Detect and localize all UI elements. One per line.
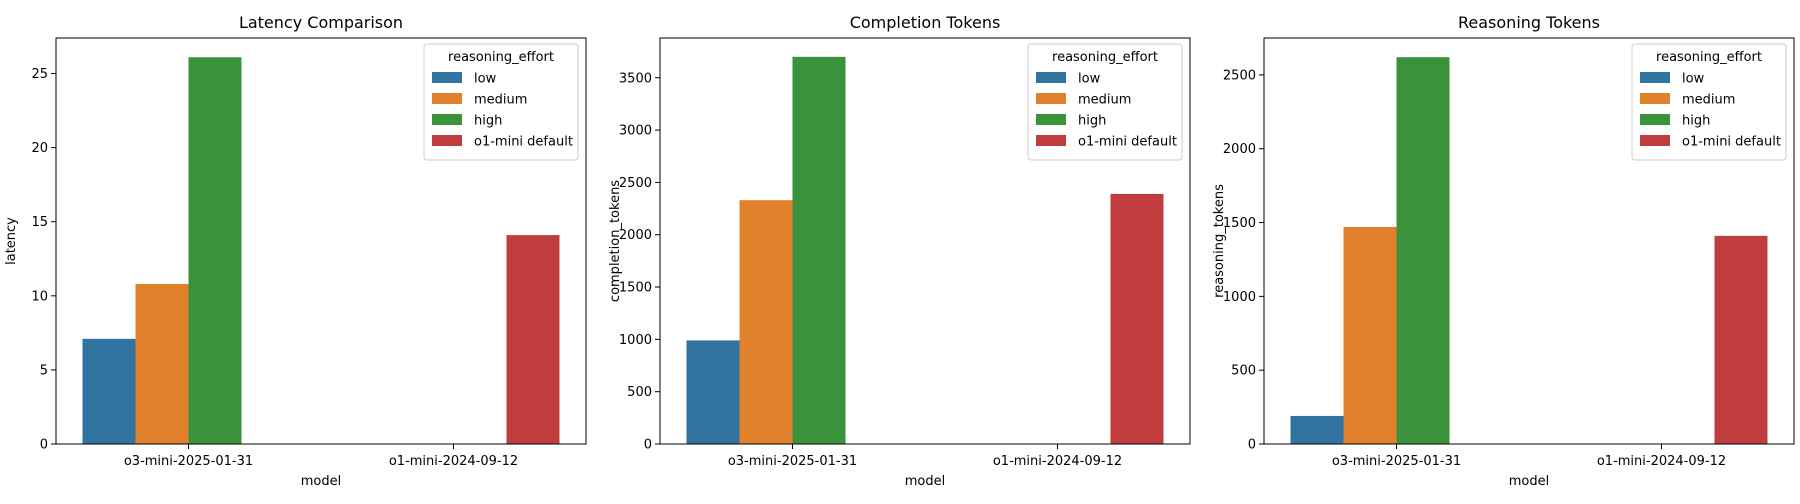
- y-tick-label: 0: [644, 438, 652, 453]
- legend-swatch-o1-mini-default: [432, 135, 462, 146]
- x-tick-label: o3-mini-2025-01-31: [1332, 454, 1461, 469]
- legend-swatch-low: [1640, 72, 1670, 83]
- y-tick-label: 2000: [1223, 142, 1256, 157]
- bar-o1-mini-default-2: [1110, 193, 1164, 444]
- legend-swatch-medium: [1640, 93, 1670, 104]
- y-tick-label: 2000: [619, 228, 652, 243]
- legend-label: o1-mini default: [474, 135, 573, 150]
- x-axis-label: model: [905, 474, 945, 489]
- y-tick-label: 1000: [619, 333, 652, 348]
- y-tick-label: 10: [31, 289, 48, 304]
- legend-swatch-low: [1036, 72, 1066, 83]
- y-tick-label: 2500: [619, 176, 652, 191]
- x-tick-label: o1-mini-2024-09-12: [993, 454, 1122, 469]
- chart-panel-2: Completion Tokens 0 500 1000 1500 2000 2500 300…: [608, 13, 1191, 489]
- chart-title: Completion Tokens: [850, 13, 1001, 32]
- x-axis-label: model: [301, 474, 341, 489]
- x-axis-label: model: [1509, 474, 1549, 489]
- legend-box: [1027, 43, 1183, 161]
- bar-high-1: [188, 57, 242, 444]
- y-tick-label: 1000: [1223, 290, 1256, 305]
- legend-label: medium: [474, 93, 527, 108]
- legend-label: low: [1078, 72, 1101, 87]
- y-axis-label: latency: [4, 217, 19, 265]
- y-tick-label: 500: [1231, 364, 1256, 379]
- chart-title: Latency Comparison: [239, 13, 403, 32]
- legend-swatch-medium: [432, 93, 462, 104]
- legend-label: high: [1078, 114, 1106, 129]
- legend-label: low: [1682, 72, 1705, 87]
- y-axis-label: completion_tokens: [608, 180, 623, 302]
- bar-low-1: [82, 338, 136, 444]
- x-tick-label: o1-mini-2024-09-12: [1597, 454, 1726, 469]
- legend-title: reasoning_effort: [1052, 50, 1158, 65]
- y-tick-label: 3000: [619, 124, 652, 139]
- x-tick-label: o3-mini-2025-01-31: [124, 454, 253, 469]
- bar-medium-1: [135, 283, 189, 444]
- y-tick-label: 25: [31, 67, 48, 82]
- legend-label: o1-mini default: [1078, 135, 1177, 150]
- x-tick-label: o1-mini-2024-09-12: [389, 454, 518, 469]
- plot-frame: [55, 37, 587, 445]
- legend-swatch-high: [1036, 114, 1066, 125]
- chart-title: Reasoning Tokens: [1458, 13, 1600, 32]
- bar-high-1: [1396, 57, 1450, 445]
- y-tick-label: 1500: [1223, 216, 1256, 231]
- y-tick-label: 2500: [1223, 68, 1256, 83]
- bar-low-1: [686, 340, 740, 444]
- y-tick-label: 0: [40, 438, 48, 453]
- bar-o1-mini-default-2: [506, 235, 560, 444]
- legend-label: medium: [1078, 93, 1131, 108]
- y-tick-label: 0: [1248, 438, 1256, 453]
- y-tick-label: 3500: [619, 71, 652, 86]
- y-tick-label: 15: [31, 215, 48, 230]
- chart-panel-1: Latency Comparison 0 5 10 15 20 25 o3-mini-2025…: [4, 13, 587, 489]
- legend-title: reasoning_effort: [448, 50, 554, 65]
- legend-swatch-high: [1640, 114, 1670, 125]
- bar-low-1: [1290, 415, 1344, 444]
- chart-panel-3: Reasoning Tokens 0 500 1000 1500 2000 2500 o3-m…: [1212, 13, 1795, 489]
- y-tick-label: 5: [40, 363, 48, 378]
- legend-label: medium: [1682, 93, 1735, 108]
- legend-swatch-high: [432, 114, 462, 125]
- y-tick-label: 20: [31, 141, 48, 156]
- bar-medium-1: [739, 200, 793, 444]
- legend-label: low: [474, 72, 497, 87]
- plot-frame: [1263, 37, 1795, 445]
- legend-box: [1631, 43, 1787, 161]
- bar-high-1: [792, 56, 846, 444]
- y-tick-label: 1500: [619, 281, 652, 296]
- legend-swatch-o1-mini-default: [1640, 135, 1670, 146]
- bar-o1-mini-default-2: [1714, 235, 1768, 444]
- legend-label: high: [474, 114, 502, 129]
- legend-label: high: [1682, 114, 1710, 129]
- legend-title: reasoning_effort: [1656, 50, 1762, 65]
- y-axis-label: reasoning_tokens: [1212, 184, 1227, 298]
- legend-label: o1-mini default: [1682, 135, 1781, 150]
- legend-swatch-o1-mini-default: [1036, 135, 1066, 146]
- bar-medium-1: [1343, 226, 1397, 444]
- legend-box: [423, 43, 579, 161]
- x-tick-label: o3-mini-2025-01-31: [728, 454, 857, 469]
- legend-swatch-low: [432, 72, 462, 83]
- y-tick-label: 500: [627, 385, 652, 400]
- legend-swatch-medium: [1036, 93, 1066, 104]
- plot-frame: [659, 37, 1191, 445]
